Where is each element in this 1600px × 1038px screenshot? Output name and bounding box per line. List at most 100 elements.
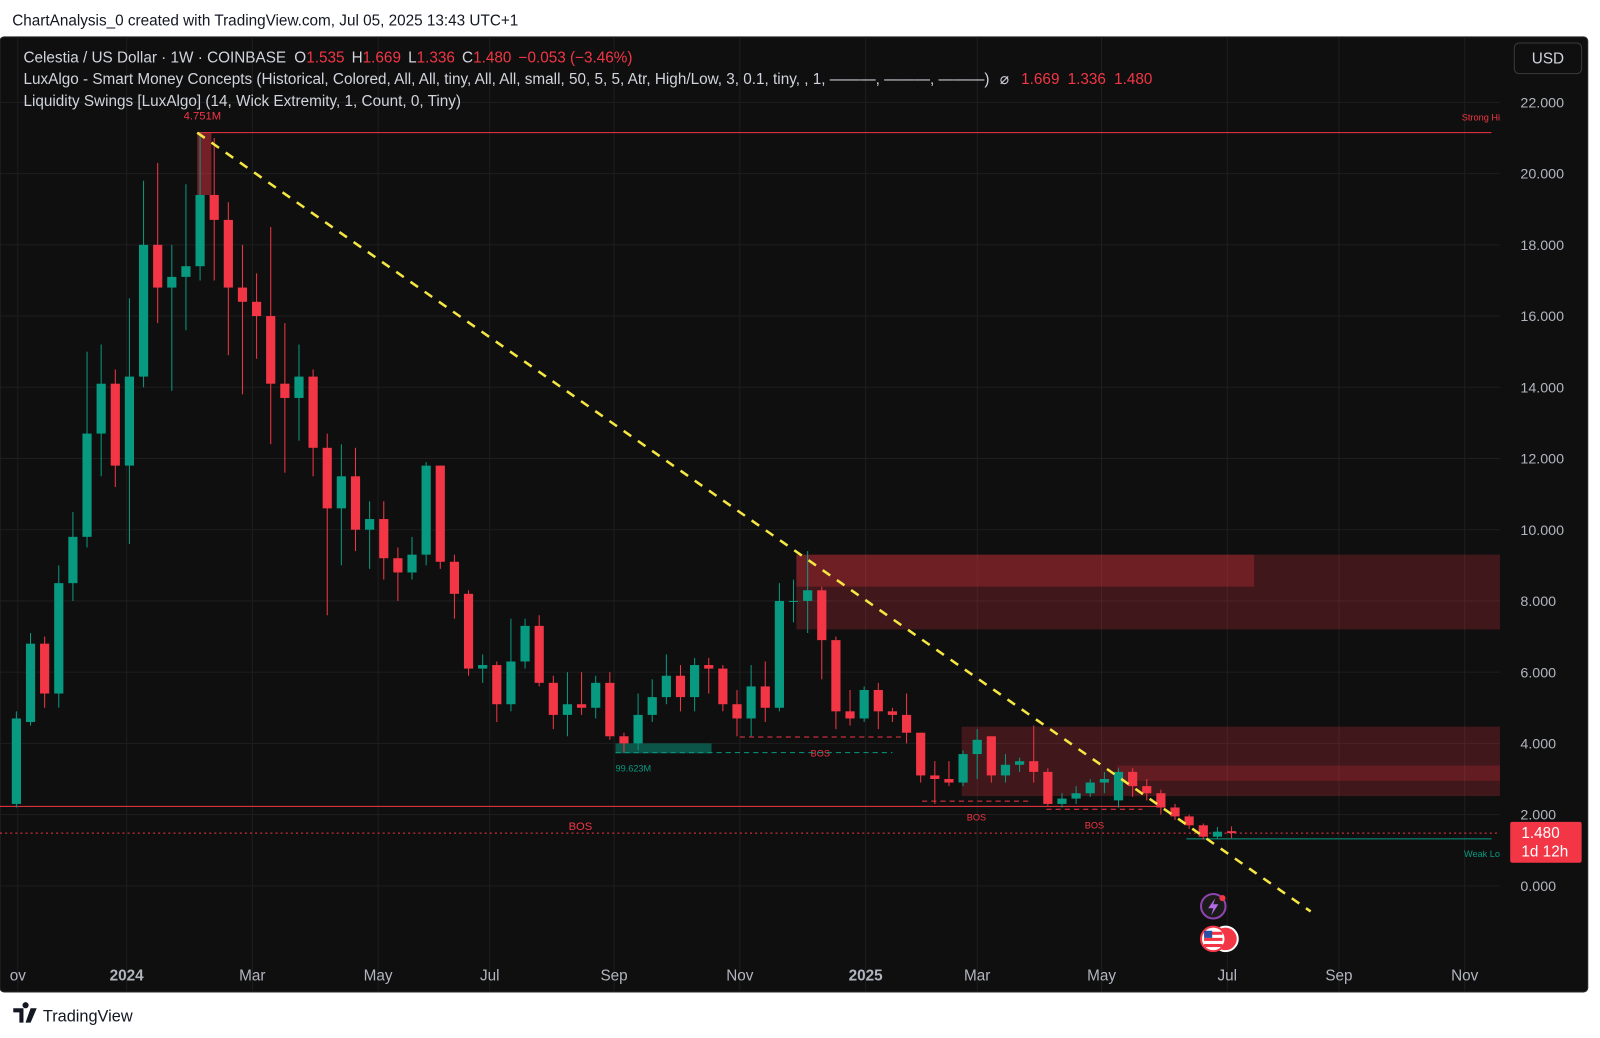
level-label: BOS xyxy=(569,821,593,833)
candle-body xyxy=(901,714,912,733)
candle-body xyxy=(562,704,573,715)
flag-canton xyxy=(1204,930,1213,938)
candle-body xyxy=(506,661,516,705)
ohlc-label: L xyxy=(408,49,417,66)
candle-body xyxy=(774,600,784,708)
x-tick-label: ov xyxy=(10,968,27,985)
axes: 0.000 2.000 4.000 6.000 8.000 10.000 12.000 14.… xyxy=(10,49,1582,985)
candle-body xyxy=(1043,771,1053,804)
candle-body xyxy=(280,383,290,398)
candle-body xyxy=(647,697,657,715)
plot-area: 99.623M 4.751M Strong Hi BOS BOS BOS BOS Weak L… xyxy=(0,110,1500,913)
candle-body xyxy=(153,244,163,288)
y-tick-label: 8.000 xyxy=(1520,594,1556,610)
candle-body xyxy=(944,779,954,783)
x-tick-label: 2024 xyxy=(110,968,145,985)
level-label: BOS xyxy=(1085,821,1104,831)
candle-body xyxy=(336,476,346,509)
event-icon-glyph xyxy=(1208,898,1219,916)
candle-body xyxy=(690,665,700,698)
y-tick-label: 2.000 xyxy=(1520,808,1556,824)
candle-body xyxy=(887,711,898,715)
x-tick-label: Mar xyxy=(964,968,990,985)
candle-body xyxy=(237,287,248,302)
candle-body xyxy=(605,682,615,737)
candle-body xyxy=(788,600,799,602)
candle-body xyxy=(1029,761,1039,772)
candle-body xyxy=(54,583,64,694)
candle-body xyxy=(40,643,50,694)
ohlc-value: 1.669 xyxy=(363,49,401,66)
x-tick-label: Jul xyxy=(1218,968,1238,985)
candle-body xyxy=(1085,782,1095,794)
legend-symbol: Celestia / US Dollar · 1W · COINBASE xyxy=(23,49,286,66)
brand: TradingView xyxy=(13,1002,133,1026)
candle-body xyxy=(463,593,474,669)
zone xyxy=(1117,765,1500,781)
candle-body xyxy=(435,465,445,562)
candle-body xyxy=(195,194,205,267)
candle-body xyxy=(718,668,728,705)
indicator-value: 1.669 xyxy=(1021,71,1059,88)
candle-body xyxy=(365,519,375,530)
change: −0.053 (−3.46%) xyxy=(519,49,633,66)
candle-body xyxy=(407,554,417,573)
y-tick-label: 18.000 xyxy=(1520,238,1564,254)
ohlc-value: 1.336 xyxy=(417,49,455,66)
candle-body xyxy=(1156,793,1166,808)
candle-body xyxy=(308,376,318,448)
x-tick-label: Jul xyxy=(480,968,500,985)
chart-panel xyxy=(0,36,1589,993)
candle-body xyxy=(916,732,926,776)
candle-body xyxy=(124,376,135,466)
candle-body xyxy=(322,447,332,509)
grid xyxy=(0,36,1500,992)
candle-body xyxy=(82,433,92,537)
candle-body xyxy=(1057,798,1067,804)
candle-body xyxy=(11,718,21,804)
event-icons xyxy=(1200,892,1239,953)
indicator-line: LuxAlgo - Smart Money Concepts (Historic… xyxy=(23,71,1152,88)
zone xyxy=(961,726,1500,797)
indicator-symbol: ⌀ xyxy=(1000,71,1009,88)
y-tick-label: 4.000 xyxy=(1520,736,1556,752)
candle-body xyxy=(873,689,883,712)
currency-label[interactable]: USD xyxy=(1532,50,1564,67)
ohlc-label: C xyxy=(462,49,473,66)
level-label: BOS xyxy=(967,812,986,822)
brand-logo xyxy=(13,1002,37,1023)
candle-body xyxy=(817,590,827,641)
level-label: BOS xyxy=(811,748,830,758)
x-tick-label: Sep xyxy=(600,968,627,985)
candle-body xyxy=(1113,771,1124,801)
candle-body xyxy=(732,704,742,719)
candle-body xyxy=(393,558,403,573)
flag-stripe xyxy=(1204,944,1223,948)
price-tag xyxy=(1510,821,1582,863)
candle-body xyxy=(859,689,869,719)
candle-body xyxy=(209,194,219,220)
currency-button[interactable] xyxy=(1513,42,1583,75)
y-tick-label: 12.000 xyxy=(1520,452,1564,468)
level-end-label: Weak Lo xyxy=(1464,849,1500,859)
ohlc-label: H xyxy=(352,49,363,66)
trendline xyxy=(196,131,1312,913)
x-tick-label: May xyxy=(1087,968,1116,985)
candle-body xyxy=(25,643,36,723)
zone-label: 99.623M xyxy=(615,764,651,774)
candle-body xyxy=(1015,761,1025,765)
candle-body xyxy=(930,775,940,780)
candle-body xyxy=(1212,831,1222,837)
candle-body xyxy=(223,219,233,288)
candle-body xyxy=(619,736,629,744)
candle-body xyxy=(760,686,770,708)
indicator-name: Liquidity Swings [LuxAlgo] (14, Wick Ext… xyxy=(23,93,461,110)
flag-stripe xyxy=(1204,937,1223,941)
candle-body xyxy=(1198,825,1208,837)
candle-body xyxy=(534,625,544,683)
header-text: ChartAnalysis_0 created with TradingView… xyxy=(12,13,518,30)
x-tick-label: Sep xyxy=(1325,968,1352,985)
indicator-value: 1.480 xyxy=(1114,71,1152,88)
candle-body xyxy=(972,739,982,755)
